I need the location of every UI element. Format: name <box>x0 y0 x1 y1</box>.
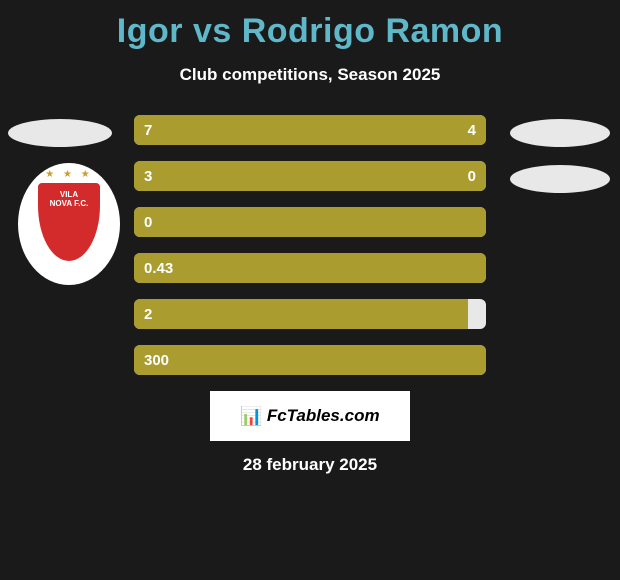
stat-row: Hattricks0 <box>134 207 486 237</box>
stat-value-right: 0 <box>458 161 486 191</box>
stat-label: Goals per match <box>134 253 486 283</box>
stat-bars: Matches74Goals30Hattricks0Goals per matc… <box>134 115 486 375</box>
stat-value-right: 4 <box>458 115 486 145</box>
stat-label: Matches <box>134 115 486 145</box>
stat-value-left: 300 <box>134 345 179 375</box>
stat-value-left: 7 <box>134 115 162 145</box>
crest-line2: NOVA F.C. <box>50 199 89 208</box>
club-crest: ★ ★ ★ VILA NOVA F.C. <box>18 163 120 285</box>
stat-label: Goals <box>134 161 486 191</box>
player-right-placeholder-2 <box>510 165 610 193</box>
brand-icon: 📊 <box>240 406 262 427</box>
page-title: Igor vs Rodrigo Ramon <box>0 0 620 51</box>
player-left-placeholder <box>8 119 112 147</box>
stat-label: Hattricks <box>134 207 486 237</box>
stat-row: Min per goal300 <box>134 345 486 375</box>
title-vs: vs <box>183 12 242 50</box>
footer-date: 28 february 2025 <box>0 455 620 475</box>
title-player-right: Rodrigo Ramon <box>242 12 503 50</box>
comparison-container: ★ ★ ★ VILA NOVA F.C. Matches74Goals30Hat… <box>0 115 620 375</box>
player-right-placeholder-1 <box>510 119 610 147</box>
stat-value-left: 3 <box>134 161 162 191</box>
stat-row: Goals per match0.43 <box>134 253 486 283</box>
stat-row: Shots per goal2 <box>134 299 486 329</box>
stat-row: Goals3 0 <box>134 161 486 191</box>
stat-value-left: 0.43 <box>134 253 183 283</box>
stat-row: Matches7 4 <box>134 115 486 145</box>
brand-text: FcTables.com <box>267 406 380 426</box>
stat-value-left: 0 <box>134 207 162 237</box>
crest-stars: ★ ★ ★ <box>18 169 120 180</box>
stat-label: Shots per goal <box>134 299 486 329</box>
stat-value-left: 2 <box>134 299 162 329</box>
title-player-left: Igor <box>117 12 183 50</box>
subtitle: Club competitions, Season 2025 <box>0 65 620 85</box>
brand-badge: 📊 FcTables.com <box>210 391 410 441</box>
crest-text: VILA NOVA F.C. <box>38 191 100 209</box>
stat-label: Min per goal <box>134 345 486 375</box>
crest-line1: VILA <box>60 190 78 199</box>
